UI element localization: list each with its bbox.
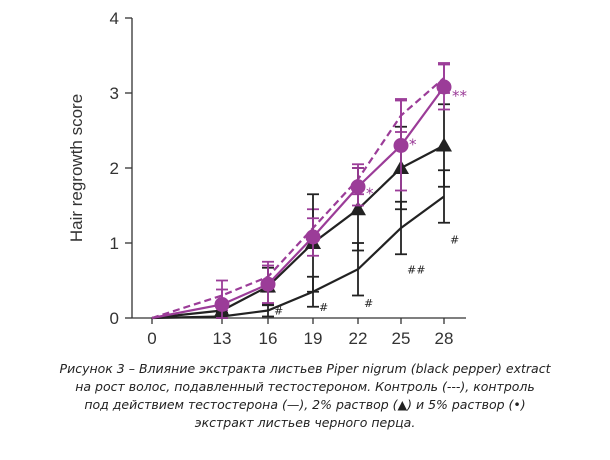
significance-mark: # bbox=[319, 301, 328, 314]
significance-mark: # bbox=[450, 233, 459, 246]
y-axis-ticks: 0 1 2 3 4 bbox=[110, 9, 132, 328]
y-tick-label: 3 bbox=[110, 84, 119, 103]
x-tick-label: 19 bbox=[304, 329, 323, 348]
data-point-circle bbox=[393, 138, 409, 153]
y-tick-label: 0 bbox=[110, 309, 119, 328]
data-point-circle bbox=[436, 79, 452, 95]
y-tick-label: 4 bbox=[110, 9, 119, 28]
y-tick-label: 1 bbox=[110, 234, 119, 253]
x-tick-label: 25 bbox=[392, 329, 411, 348]
x-axis-ticks: 0 13 16 19 22 25 28 bbox=[147, 318, 453, 348]
figure-caption: Рисунок 3 – Влияние экстракта листьев Pi… bbox=[0, 360, 610, 432]
data-point-circle bbox=[260, 276, 276, 292]
significance-annotations: # # ####**** bbox=[274, 87, 468, 318]
data-point-circle bbox=[350, 179, 366, 195]
caption-line-2: на рост волос, подавленный тестостероном… bbox=[75, 379, 535, 394]
y-tick-label: 2 bbox=[110, 159, 119, 178]
significance-mark: ## bbox=[407, 263, 425, 276]
significance-mark: * bbox=[366, 184, 374, 202]
x-tick-label: 0 bbox=[147, 329, 156, 348]
significance-mark: # bbox=[274, 305, 283, 318]
caption-line-1: Рисунок 3 – Влияние экстракта листьев Pi… bbox=[59, 361, 551, 376]
significance-mark: # bbox=[364, 297, 373, 310]
x-tick-label: 28 bbox=[435, 329, 454, 348]
significance-mark: ** bbox=[452, 87, 468, 105]
y-axis-title: Hair regrowth score bbox=[67, 94, 86, 242]
x-tick-label: 16 bbox=[259, 329, 278, 348]
series-2 bbox=[151, 169, 450, 320]
series-layer bbox=[151, 62, 452, 320]
caption-line-4: экстракт листьев черного перца. bbox=[194, 415, 416, 430]
data-point-circle bbox=[214, 297, 230, 312]
data-point-circle bbox=[305, 229, 321, 245]
x-tick-label: 22 bbox=[349, 329, 368, 348]
x-tick-label: 13 bbox=[213, 329, 232, 348]
series-4 bbox=[151, 63, 452, 320]
data-point-triangle bbox=[350, 201, 366, 216]
significance-mark: * bbox=[409, 136, 417, 154]
caption-line-3: под действием тестостерона (—), 2% раств… bbox=[84, 397, 526, 412]
data-point-triangle bbox=[436, 137, 452, 152]
